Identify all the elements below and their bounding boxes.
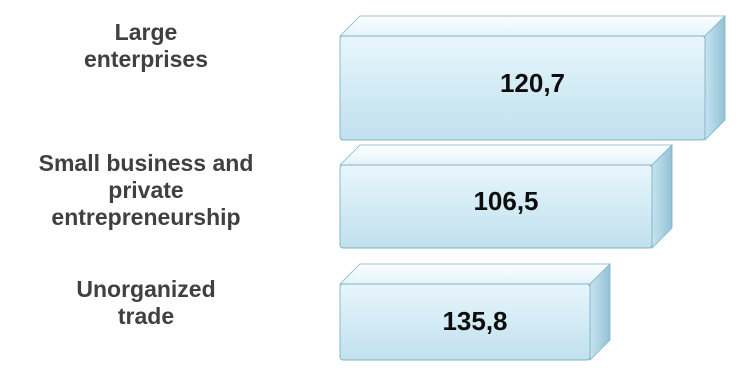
bar-side-face <box>704 15 726 141</box>
bar-front-face <box>339 35 706 141</box>
category-label-line: Large <box>114 19 178 45</box>
bar-top-face <box>339 15 726 37</box>
category-label: Large enterprises <box>0 19 296 73</box>
bar <box>339 15 726 141</box>
category-label: Small business and private entrepreneurshi… <box>0 150 296 231</box>
bar-front-face <box>339 164 653 249</box>
category-label-line: enterprises <box>83 46 208 72</box>
category-label-line: private <box>108 176 184 203</box>
category-label: Unorganized trade <box>0 276 296 330</box>
value-label: 120,7 <box>499 68 566 98</box>
bar <box>339 263 611 361</box>
bar-top-face <box>339 144 673 166</box>
bar <box>339 144 673 249</box>
category-label-line: Small business and <box>38 149 254 176</box>
value-label: 135,8 <box>442 306 508 336</box>
category-label-line: trade <box>117 303 175 329</box>
category-label-line: Unorganized <box>76 276 216 302</box>
bar-top-face <box>339 263 611 285</box>
value-label: 106,5 <box>473 186 539 216</box>
category-label-line: entrepreneurship <box>51 203 241 230</box>
bar-front-face <box>339 283 591 361</box>
